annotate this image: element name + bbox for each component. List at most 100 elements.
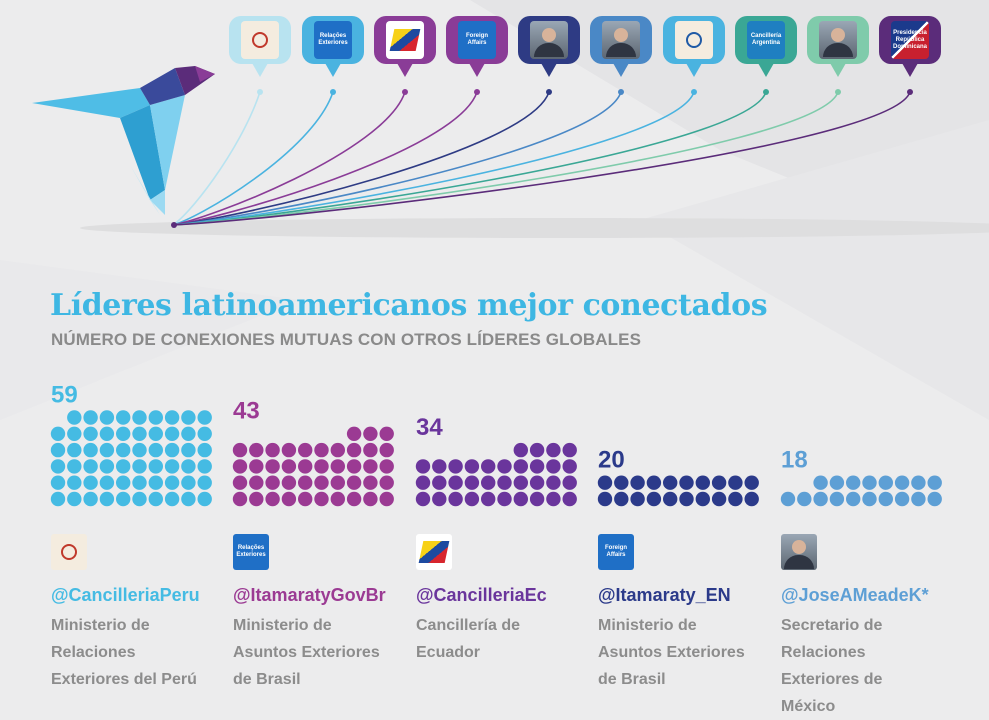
connection-dot [281, 442, 297, 458]
peru-crest-icon [241, 21, 279, 59]
connection-line [171, 91, 261, 226]
connection-dot [265, 459, 280, 474]
connection-dot [415, 475, 431, 490]
connection-endpoint [402, 89, 408, 95]
twitter-handle[interactable]: @ItamaratyGovBr [233, 585, 386, 605]
page-title: Líderes latinoamericanos mejor conectado… [50, 288, 768, 323]
connection-endpoint [330, 89, 336, 95]
connection-dot [927, 491, 942, 507]
connection-line [171, 91, 622, 226]
connection-dot [346, 475, 362, 490]
connection-dot [379, 475, 394, 490]
connection-origin [171, 222, 177, 228]
twitter-handle[interactable]: @Itamaraty_EN [598, 585, 731, 605]
connection-dot [50, 459, 66, 474]
connection-dot [448, 459, 463, 474]
connection-dot [265, 475, 280, 490]
connection-dot [83, 410, 98, 425]
connection-dot [181, 459, 196, 474]
ecuador-flag-logo-icon [386, 21, 424, 59]
leader-portrait-icon [781, 534, 817, 570]
connection-dot [513, 475, 528, 490]
leader-pin: Foreign Affairs [446, 16, 508, 77]
connection-dot [67, 491, 82, 507]
connection-line [171, 91, 695, 226]
connection-dot [83, 475, 98, 490]
connection-dot [529, 459, 545, 474]
peru-crest-icon [51, 534, 87, 570]
leader-portrait-icon [819, 21, 857, 59]
connection-dot [562, 491, 577, 507]
connection-dot [99, 442, 115, 458]
connection-dot [298, 459, 313, 474]
leader-description: Ministerio de Asuntos Exteriores de Bras… [598, 617, 745, 688]
connection-dot [464, 459, 480, 474]
connection-dot [646, 475, 662, 490]
relacoes-exteriores-logo-icon: Relações Exteriores [233, 534, 269, 570]
connection-dot [448, 475, 463, 490]
twitter-handle[interactable]: @JoseAMeadeK* [781, 585, 929, 605]
connection-dot [83, 426, 98, 441]
value-label: 59 [51, 381, 78, 408]
connection-dot [546, 442, 561, 458]
connection-dot [181, 410, 196, 425]
connection-dot [614, 491, 629, 507]
connection-dot [181, 426, 196, 441]
leader-pin [518, 16, 580, 77]
value-label: 20 [598, 447, 625, 474]
connection-dot [99, 491, 115, 507]
dot-group [50, 410, 212, 507]
connection-dot [346, 491, 362, 507]
leader-description: Secretario de Relaciones Exteriores de M… [781, 617, 883, 715]
connection-dot [744, 475, 759, 490]
connection-dot [314, 475, 329, 490]
connection-dot [481, 491, 496, 507]
connection-dot [546, 475, 561, 490]
connection-dot [67, 426, 82, 441]
ecuador-flag-logo-icon [416, 534, 452, 570]
connection-line [171, 91, 767, 226]
twitter-handle[interactable]: @CancilleriaPeru [51, 585, 200, 605]
connection-dot [614, 475, 629, 490]
connection-dot [314, 491, 329, 507]
connection-dot [232, 442, 248, 458]
connection-line [171, 91, 334, 226]
connection-dot [164, 410, 180, 425]
connection-dot [50, 426, 66, 441]
connection-dot [711, 491, 727, 507]
connection-dot [249, 491, 264, 507]
connection-dot [695, 491, 710, 507]
connection-dot [646, 491, 662, 507]
connection-dot [298, 442, 313, 458]
dot-group [597, 475, 759, 507]
twitter-handle[interactable]: @CancilleriaEc [416, 585, 547, 605]
value-label: 18 [781, 447, 808, 474]
connection-dot [744, 491, 759, 507]
connection-line [171, 91, 550, 226]
connection-dot [363, 459, 378, 474]
connection-dot [894, 475, 910, 490]
connection-dot [197, 410, 212, 425]
connection-dot [132, 475, 147, 490]
connection-dot [513, 442, 528, 458]
connection-dot [132, 426, 147, 441]
connection-line [171, 91, 406, 226]
connection-dot [695, 475, 710, 490]
connection-dot [330, 442, 345, 458]
el-salvador-crest-icon [675, 21, 713, 59]
connection-dot [83, 442, 98, 458]
connection-dot [862, 491, 877, 507]
connection-dot [894, 491, 910, 507]
connection-dot [878, 475, 893, 490]
connection-dot [314, 442, 329, 458]
connection-dot [164, 426, 180, 441]
foreign-affairs-logo-icon: Foreign Affairs [458, 21, 496, 59]
connection-dot [132, 410, 147, 425]
connection-dot [432, 475, 447, 490]
presidencia-republica-dominicana-logo-icon: Presidencia República Dominicana [891, 21, 929, 59]
connection-dot [298, 475, 313, 490]
connection-dot [99, 475, 115, 490]
connection-dot [148, 410, 163, 425]
connection-dot [529, 475, 545, 490]
connection-dot [513, 491, 528, 507]
